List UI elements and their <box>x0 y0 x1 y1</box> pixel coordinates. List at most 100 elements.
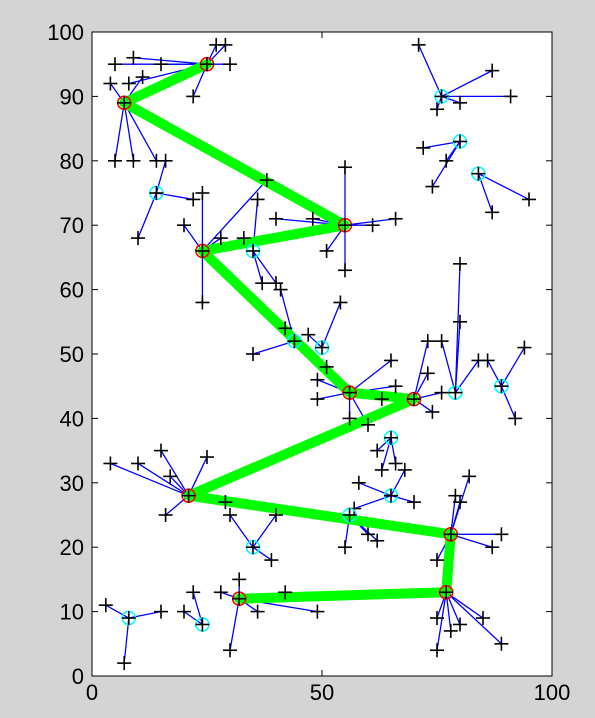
member-link <box>110 462 189 497</box>
sensor-node-marker <box>278 321 293 336</box>
member-link <box>137 462 189 497</box>
x-tick-label: 100 <box>534 680 571 705</box>
sensor-node-marker <box>351 475 366 490</box>
sensor-node-marker <box>522 192 536 207</box>
member-link <box>183 611 203 626</box>
member-link <box>445 591 502 645</box>
sensor-node-marker <box>154 604 168 619</box>
cluster-head-marker <box>407 392 421 407</box>
sensor-node-marker <box>430 611 444 626</box>
relay-node-marker <box>453 134 467 149</box>
axis-ticks: 0 10 20 30 40 50 60 70 80 90 100 0 50 100 <box>47 20 570 705</box>
y-tick-label: 90 <box>60 84 84 109</box>
member-link <box>487 360 502 387</box>
y-tick-label: 0 <box>72 664 84 689</box>
member-link <box>450 501 461 535</box>
cluster-head-marker <box>342 385 357 400</box>
member-link <box>137 192 158 239</box>
sensor-node-marker <box>342 411 357 426</box>
sensor-node-marker <box>310 604 325 619</box>
sensor-node-marker <box>255 276 270 291</box>
relay-node-marker <box>448 385 463 400</box>
sensor-node-marker <box>250 604 265 619</box>
sensor-node-marker <box>103 76 118 91</box>
relay-node-marker <box>494 379 509 394</box>
member-link <box>229 598 240 651</box>
cluster-head-marker <box>195 243 210 258</box>
y-tick-label: 100 <box>47 20 84 45</box>
member-link <box>123 102 157 162</box>
sensor-node-marker <box>163 469 178 484</box>
sensor-node-marker <box>517 340 532 355</box>
sensor-node-marker <box>388 456 403 471</box>
sensor-node-marker <box>476 611 490 626</box>
cluster-head-marker <box>439 585 454 600</box>
relay-node-marker <box>121 611 136 626</box>
sensor-node-marker <box>338 263 352 278</box>
sensor-node-marker <box>338 160 352 175</box>
sensor-node-marker <box>333 295 348 310</box>
sensor-node-marker <box>374 392 389 407</box>
relay-node-marker <box>246 243 260 258</box>
sensor-node-marker <box>158 153 173 168</box>
y-tick-label: 60 <box>60 278 84 303</box>
sensor-node-marker <box>195 186 210 200</box>
sensor-node-marker <box>310 392 325 407</box>
sensor-node-marker <box>232 572 247 587</box>
sensor-node-marker <box>158 508 173 522</box>
sensor-node-marker <box>361 527 375 542</box>
sensor-node-marker <box>430 553 444 568</box>
y-tick-label: 30 <box>60 471 84 496</box>
sensor-node-marker <box>425 179 440 194</box>
y-tick-label: 50 <box>60 342 84 367</box>
sensor-node-marker <box>462 469 477 484</box>
sensor-node-marker <box>135 70 150 85</box>
sensor-node-marker <box>407 495 421 510</box>
member-link <box>133 57 208 65</box>
sensor-node-marker <box>420 334 435 349</box>
member-link <box>321 302 342 348</box>
sensor-node-marker <box>117 656 132 671</box>
cluster-head-marker <box>117 95 132 110</box>
member-link <box>478 173 530 201</box>
member-link <box>105 604 130 619</box>
sensor-node-marker <box>218 495 233 510</box>
sensor-node-marker <box>264 553 279 568</box>
sensor-node-marker <box>177 218 191 233</box>
sensor-node-marker <box>384 353 398 368</box>
sensor-node-marker <box>430 102 444 117</box>
cluster-head-marker <box>200 57 214 72</box>
sensor-node-marker <box>319 359 334 374</box>
member-link <box>123 102 135 161</box>
sensor-node-marker <box>301 327 316 342</box>
sensor-node-marker <box>186 585 201 600</box>
member-link <box>183 224 203 252</box>
member-link <box>252 250 263 284</box>
relay-node-marker <box>287 334 302 349</box>
member-link <box>201 179 268 252</box>
sensor-node-marker <box>480 353 495 368</box>
sensor-node-marker <box>439 153 454 168</box>
sensor-node-marker <box>453 256 467 271</box>
sensor-node-marker <box>485 205 500 220</box>
sensor-node-marker <box>365 218 380 233</box>
member-link <box>413 340 429 400</box>
member-link <box>445 591 484 619</box>
cluster-head-marker <box>338 218 352 233</box>
member-link <box>252 546 272 561</box>
sensor-node-marker <box>223 57 237 72</box>
relay-node-marker <box>246 540 260 555</box>
y-tick-label: 10 <box>60 600 84 625</box>
relay-node-marker <box>384 430 398 445</box>
sensor-node-marker <box>273 282 288 297</box>
sensor-node-marker <box>108 57 122 72</box>
member-link <box>128 610 162 619</box>
sensor-node-marker <box>338 540 352 555</box>
sensor-node-marker <box>213 231 228 246</box>
y-tick-label: 80 <box>60 149 84 174</box>
sensor-node-marker <box>370 443 385 458</box>
member-link <box>390 495 415 503</box>
sensor-node-marker <box>453 495 467 510</box>
x-tick-label: 0 <box>86 680 98 705</box>
sensor-node-marker <box>425 404 440 419</box>
